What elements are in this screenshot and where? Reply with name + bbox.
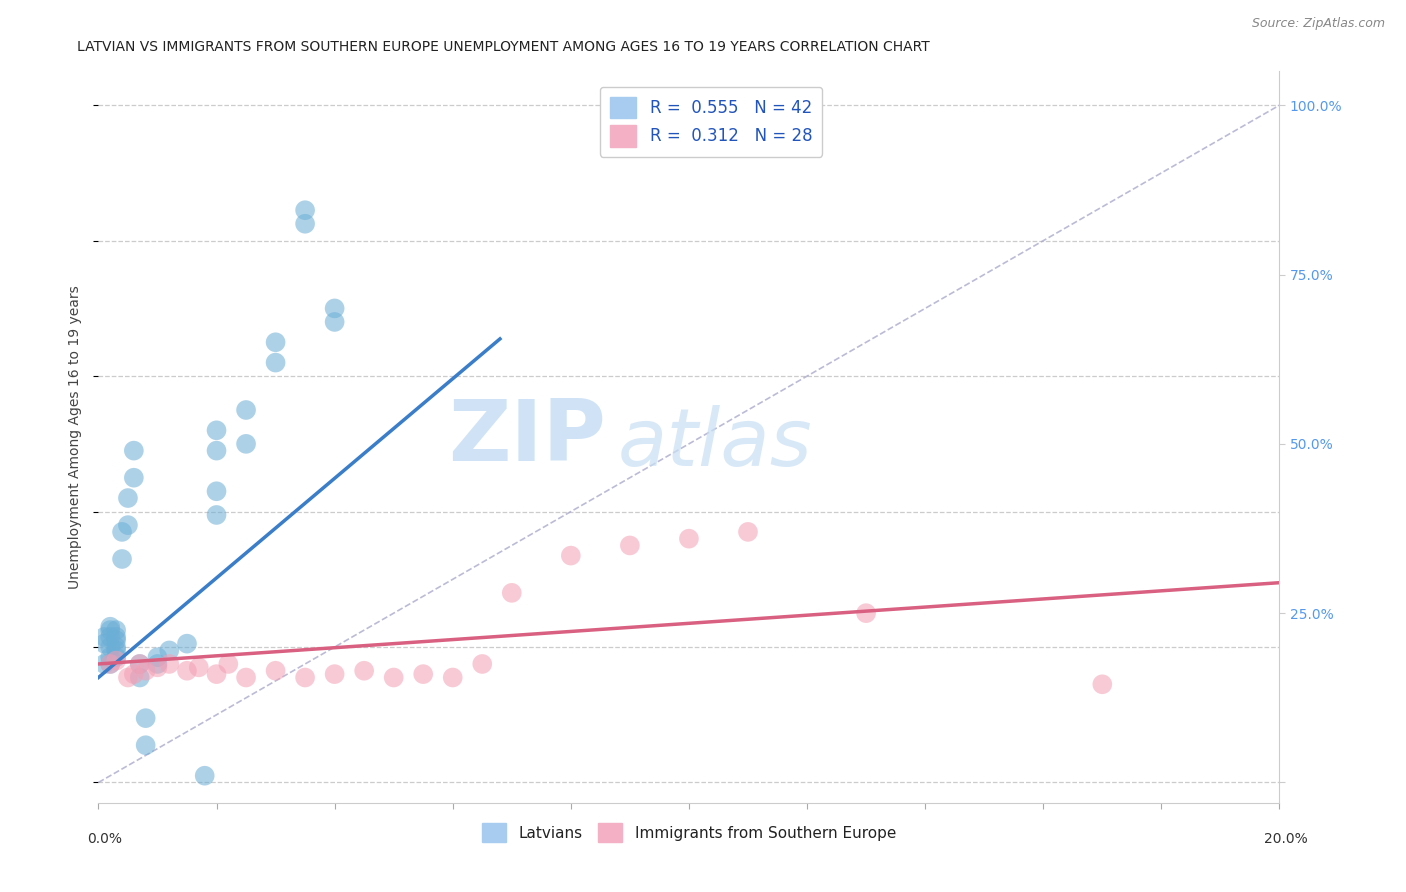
Point xyxy=(217,657,239,671)
Point xyxy=(323,667,346,681)
Point xyxy=(382,671,405,685)
Point xyxy=(122,443,145,458)
Text: 0.0%: 0.0% xyxy=(87,832,122,846)
Text: Source: ZipAtlas.com: Source: ZipAtlas.com xyxy=(1251,17,1385,29)
Point xyxy=(855,606,877,620)
Point xyxy=(111,524,134,539)
Point xyxy=(235,437,257,451)
Point xyxy=(98,657,121,671)
Point xyxy=(176,637,198,651)
Point xyxy=(135,664,157,678)
Point xyxy=(93,657,115,671)
Point xyxy=(122,667,145,681)
Point xyxy=(117,671,139,685)
Point xyxy=(105,643,128,657)
Point xyxy=(187,660,209,674)
Point xyxy=(294,217,316,231)
Point xyxy=(205,508,228,522)
Legend: Latvians, Immigrants from Southern Europe: Latvians, Immigrants from Southern Europ… xyxy=(474,815,904,850)
Point xyxy=(93,637,115,651)
Point xyxy=(560,549,582,563)
Point xyxy=(205,667,228,681)
Point xyxy=(117,491,139,505)
Text: 20.0%: 20.0% xyxy=(1264,832,1308,846)
Y-axis label: Unemployment Among Ages 16 to 19 years: Unemployment Among Ages 16 to 19 years xyxy=(69,285,83,589)
Point xyxy=(264,335,287,350)
Point xyxy=(105,630,128,644)
Point xyxy=(619,538,641,552)
Point xyxy=(98,640,121,654)
Point xyxy=(1091,677,1114,691)
Point xyxy=(441,671,464,685)
Point xyxy=(122,471,145,485)
Point xyxy=(146,660,169,674)
Point xyxy=(205,484,228,499)
Point xyxy=(128,671,150,685)
Point xyxy=(128,657,150,671)
Point xyxy=(264,664,287,678)
Text: atlas: atlas xyxy=(619,405,813,483)
Point xyxy=(323,315,346,329)
Point xyxy=(501,586,523,600)
Point xyxy=(294,671,316,685)
Point xyxy=(264,355,287,369)
Point xyxy=(105,654,128,668)
Point xyxy=(146,650,169,665)
Point xyxy=(737,524,759,539)
Point xyxy=(98,620,121,634)
Point xyxy=(98,650,121,665)
Point xyxy=(323,301,346,316)
Point xyxy=(205,443,228,458)
Point xyxy=(128,657,150,671)
Text: LATVIAN VS IMMIGRANTS FROM SOUTHERN EUROPE UNEMPLOYMENT AMONG AGES 16 TO 19 YEAR: LATVIAN VS IMMIGRANTS FROM SOUTHERN EURO… xyxy=(77,40,931,54)
Point xyxy=(111,552,134,566)
Point xyxy=(105,640,128,654)
Point xyxy=(205,423,228,437)
Point xyxy=(157,643,180,657)
Point xyxy=(235,403,257,417)
Point xyxy=(105,623,128,637)
Point xyxy=(235,671,257,685)
Point xyxy=(98,623,121,637)
Point xyxy=(105,633,128,648)
Point xyxy=(93,630,115,644)
Point xyxy=(157,657,180,671)
Point xyxy=(117,518,139,533)
Text: ZIP: ZIP xyxy=(449,395,606,479)
Point xyxy=(105,650,128,665)
Point xyxy=(194,769,217,783)
Point xyxy=(678,532,700,546)
Point xyxy=(98,630,121,644)
Point xyxy=(294,203,316,218)
Point xyxy=(135,738,157,752)
Point xyxy=(176,664,198,678)
Point xyxy=(146,657,169,671)
Point xyxy=(412,667,434,681)
Point xyxy=(353,664,375,678)
Point xyxy=(135,711,157,725)
Point xyxy=(471,657,494,671)
Point xyxy=(98,657,121,671)
